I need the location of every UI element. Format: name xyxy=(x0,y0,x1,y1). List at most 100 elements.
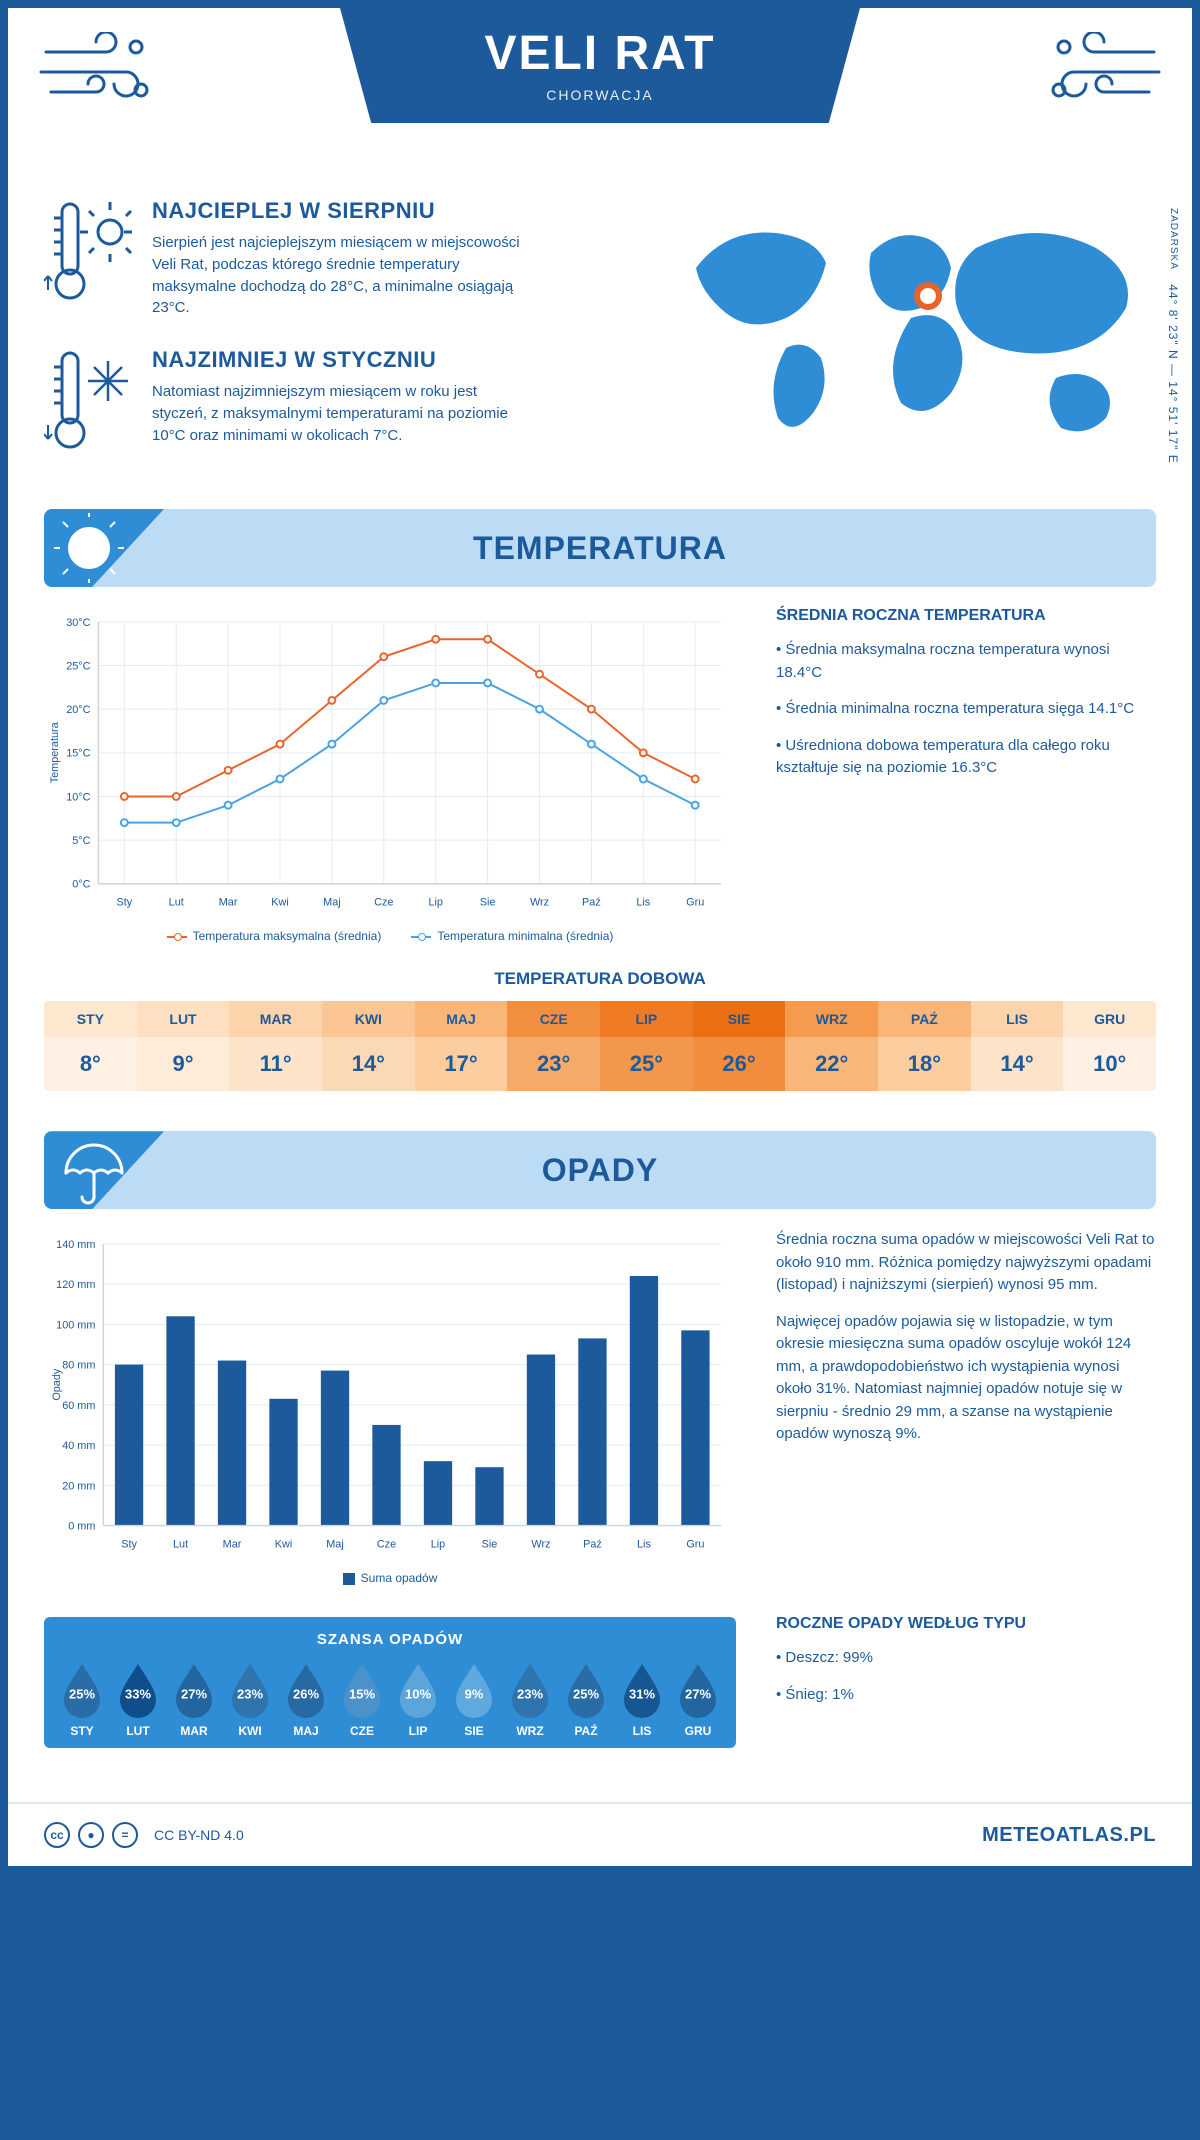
rain-chance-item: 27% MAR xyxy=(166,1662,222,1738)
svg-text:80 mm: 80 mm xyxy=(62,1360,95,1372)
rain-chance-value: 31% xyxy=(618,1686,666,1701)
heat-month: LIS xyxy=(971,1001,1064,1037)
svg-text:40 mm: 40 mm xyxy=(62,1440,95,1452)
rain-legend: Suma opadów xyxy=(44,1571,736,1585)
heat-column: STY 8° xyxy=(44,1001,137,1091)
heat-column: PAŹ 18° xyxy=(878,1001,971,1091)
heat-month: GRU xyxy=(1063,1001,1156,1037)
heat-column: KWI 14° xyxy=(322,1001,415,1091)
heat-column: LIP 25° xyxy=(600,1001,693,1091)
annual-temp-line: • Uśredniona dobowa temperatura dla całe… xyxy=(776,735,1156,780)
heat-value: 9° xyxy=(137,1037,230,1091)
svg-text:Opady: Opady xyxy=(51,1368,63,1401)
svg-text:10°C: 10°C xyxy=(66,791,90,803)
heat-value: 22° xyxy=(785,1037,878,1091)
title-banner: VELI RAT CHORWACJA xyxy=(340,8,860,123)
svg-text:Mar: Mar xyxy=(219,897,238,909)
svg-text:Paź: Paź xyxy=(582,897,601,909)
location-title: VELI RAT xyxy=(340,26,860,81)
rain-chart: 0 mm20 mm40 mm60 mm80 mm100 mm120 mm140 … xyxy=(44,1229,736,1585)
svg-text:Lis: Lis xyxy=(637,1539,651,1551)
heat-month: MAR xyxy=(229,1001,322,1037)
svg-text:Cze: Cze xyxy=(374,897,393,909)
rain-chance-title: SZANSA OPADÓW xyxy=(54,1631,726,1648)
heat-column: MAJ 17° xyxy=(415,1001,508,1091)
coldest-fact: NAJZIMNIEJ W STYCZNIU Natomiast najzimni… xyxy=(44,347,636,457)
raindrop-icon: 27% xyxy=(674,1662,722,1718)
heat-value: 11° xyxy=(229,1037,322,1091)
heat-month: CZE xyxy=(507,1001,600,1037)
rain-chance-item: 26% MAJ xyxy=(278,1662,334,1738)
svg-text:120 mm: 120 mm xyxy=(56,1279,95,1291)
heat-column: CZE 23° xyxy=(507,1001,600,1091)
rain-p1: Średnia roczna suma opadów w miejscowośc… xyxy=(776,1229,1156,1297)
svg-text:Mar: Mar xyxy=(223,1539,242,1551)
raindrop-icon: 33% xyxy=(114,1662,162,1718)
rain-type-line: • Deszcz: 99% xyxy=(776,1647,1156,1670)
rain-chance-month: WRZ xyxy=(502,1724,558,1738)
svg-text:Maj: Maj xyxy=(323,897,341,909)
rain-chance-value: 33% xyxy=(114,1686,162,1701)
svg-text:0 mm: 0 mm xyxy=(68,1521,95,1533)
svg-text:Sty: Sty xyxy=(121,1539,137,1551)
annual-temp-line: • Średnia minimalna roczna temperatura s… xyxy=(776,698,1156,721)
heat-month: PAŹ xyxy=(878,1001,971,1037)
cc-icon: cc xyxy=(44,1822,70,1848)
coords-text: 44° 8' 23" N — 14° 51' 17" E xyxy=(1166,284,1180,463)
heat-value: 23° xyxy=(507,1037,600,1091)
svg-text:Sie: Sie xyxy=(482,1539,498,1551)
heat-month: WRZ xyxy=(785,1001,878,1037)
wind-icon xyxy=(36,32,156,112)
rain-banner: OPADY xyxy=(44,1131,1156,1209)
svg-text:Paź: Paź xyxy=(583,1539,602,1551)
svg-text:Lis: Lis xyxy=(636,897,650,909)
thermometer-snow-icon xyxy=(44,347,134,457)
raindrop-icon: 25% xyxy=(58,1662,106,1718)
svg-text:Temperatura: Temperatura xyxy=(49,721,61,783)
sun-icon xyxy=(54,513,134,583)
rain-p2: Najwięcej opadów pojawia się w listopadz… xyxy=(776,1311,1156,1446)
svg-text:100 mm: 100 mm xyxy=(56,1320,95,1332)
rain-chance-item: 25% STY xyxy=(54,1662,110,1738)
heat-column: LIS 14° xyxy=(971,1001,1064,1091)
heat-month: MAJ xyxy=(415,1001,508,1037)
rain-type-line: • Śnieg: 1% xyxy=(776,1684,1156,1707)
header: VELI RAT CHORWACJA xyxy=(8,8,1192,168)
heat-value: 10° xyxy=(1063,1037,1156,1091)
heat-column: LUT 9° xyxy=(137,1001,230,1091)
svg-text:30°C: 30°C xyxy=(66,617,90,629)
rain-chance-value: 27% xyxy=(674,1686,722,1701)
svg-text:25°C: 25°C xyxy=(66,660,90,672)
svg-text:Lut: Lut xyxy=(169,897,184,909)
umbrella-icon xyxy=(54,1135,134,1205)
svg-text:140 mm: 140 mm xyxy=(56,1239,95,1251)
raindrop-icon: 15% xyxy=(338,1662,386,1718)
country-subtitle: CHORWACJA xyxy=(340,87,860,103)
rain-chance-month: LIS xyxy=(614,1724,670,1738)
world-map-icon xyxy=(676,198,1156,458)
rain-chance-value: 27% xyxy=(170,1686,218,1701)
rain-chance-value: 25% xyxy=(562,1686,610,1701)
license-text: CC BY-ND 4.0 xyxy=(154,1827,244,1843)
svg-text:Gru: Gru xyxy=(686,897,704,909)
svg-text:Maj: Maj xyxy=(326,1539,344,1551)
heat-value: 14° xyxy=(322,1037,415,1091)
svg-text:20°C: 20°C xyxy=(66,704,90,716)
rain-title: OPADY xyxy=(542,1152,658,1189)
hottest-title: NAJCIEPLEJ W SIERPNIU xyxy=(152,198,532,224)
svg-text:Gru: Gru xyxy=(686,1539,704,1551)
temperature-legend: Temperatura maksymalna (średnia) Tempera… xyxy=(44,929,736,943)
heat-month: KWI xyxy=(322,1001,415,1037)
svg-text:0°C: 0°C xyxy=(72,879,90,891)
coldest-body: Natomiast najzimniejszym miesiącem w rok… xyxy=(152,381,532,446)
rain-chance-value: 23% xyxy=(226,1686,274,1701)
daily-temp-title: TEMPERATURA DOBOWA xyxy=(44,969,1156,989)
rain-chance-value: 25% xyxy=(58,1686,106,1701)
raindrop-icon: 9% xyxy=(450,1662,498,1718)
heat-value: 25° xyxy=(600,1037,693,1091)
raindrop-icon: 23% xyxy=(506,1662,554,1718)
thermometer-sun-icon xyxy=(44,198,134,308)
raindrop-icon: 25% xyxy=(562,1662,610,1718)
svg-text:Wrz: Wrz xyxy=(531,1539,550,1551)
rain-chance-month: STY xyxy=(54,1724,110,1738)
